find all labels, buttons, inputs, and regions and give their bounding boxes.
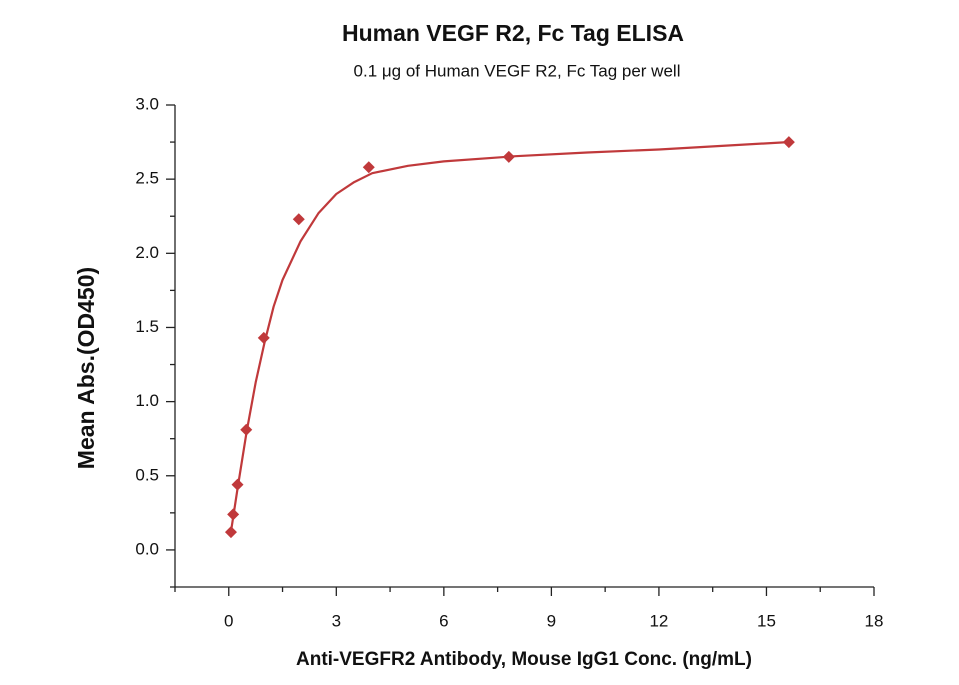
data-point <box>502 150 515 163</box>
x-tick-label: 15 <box>757 611 776 630</box>
x-axis-label: Anti-VEGFR2 Antibody, Mouse IgG1 Conc. (… <box>296 649 752 670</box>
x-tick-label: 0 <box>224 611 233 630</box>
chart-subtitle: 0.1 μg of Human VEGF R2, Fc Tag per well <box>354 61 681 80</box>
y-tick-label: 1.5 <box>135 317 159 336</box>
y-tick-label: 1.0 <box>135 391 159 410</box>
x-tick-label: 12 <box>649 611 668 630</box>
data-point <box>224 526 237 539</box>
data-point <box>257 331 270 344</box>
x-tick-label: 9 <box>547 611 556 630</box>
x-tick-label: 6 <box>439 611 448 630</box>
y-axis-label: Mean Abs.(OD450) <box>73 267 99 469</box>
data-point <box>292 213 305 226</box>
x-tick-label: 18 <box>865 611 884 630</box>
data-point <box>782 136 795 149</box>
x-tick-label: 3 <box>332 611 341 630</box>
y-tick-label: 2.0 <box>135 243 159 262</box>
y-tick-label: 2.5 <box>135 169 159 188</box>
data-point <box>362 161 375 174</box>
y-tick-label: 0.5 <box>135 465 159 484</box>
chart-title: Human VEGF R2, Fc Tag ELISA <box>342 20 684 46</box>
y-tick-label: 0.0 <box>135 539 159 558</box>
data-point <box>227 508 240 521</box>
data-point <box>231 478 244 491</box>
data-point <box>240 423 253 436</box>
y-tick-label: 3.0 <box>135 94 159 113</box>
fit-curve <box>229 141 789 533</box>
